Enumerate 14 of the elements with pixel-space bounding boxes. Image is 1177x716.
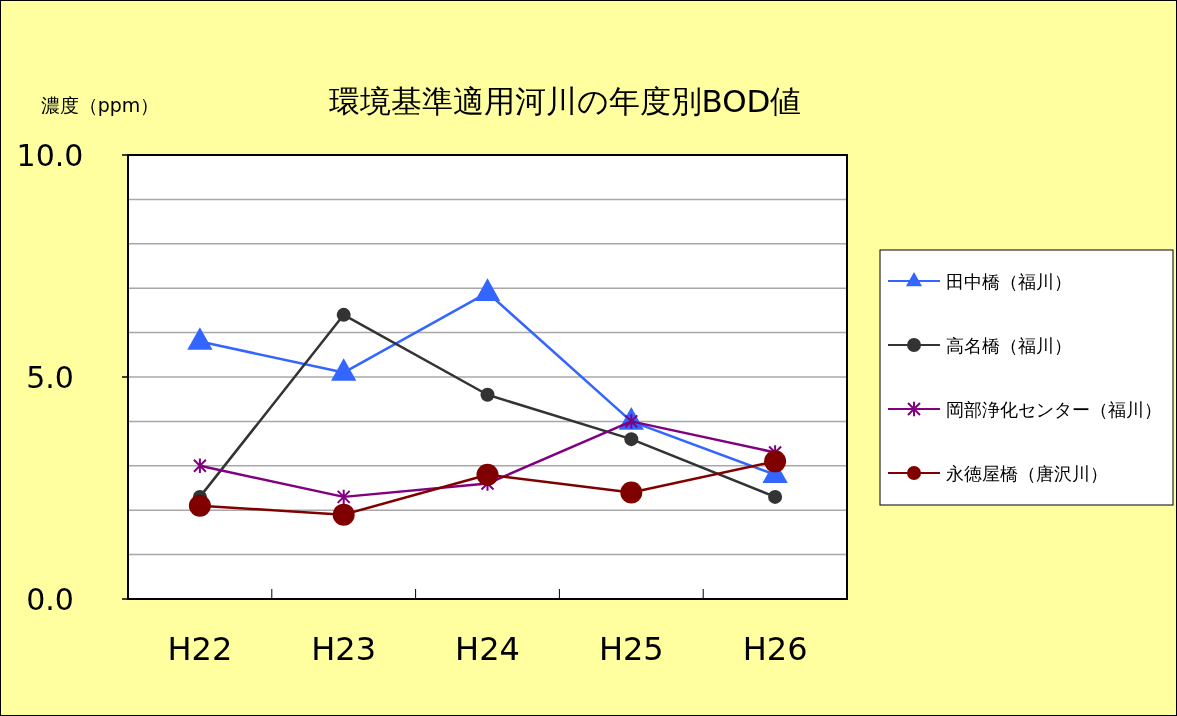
legend-label: 田中橋（福川）: [946, 271, 1072, 292]
x-tick-label: H23: [311, 630, 377, 668]
x-tick-label: H26: [742, 630, 808, 668]
x-tick-label: H24: [455, 630, 520, 668]
y-axis-title: 濃度（ppm）: [40, 94, 160, 116]
y-tick-label: 10.0: [16, 138, 84, 173]
y-tick-label: 0.0: [26, 582, 74, 617]
legend-label: 高名橋（福川）: [946, 335, 1072, 356]
legend-label: 岡部浄化センター（福川）: [946, 399, 1162, 420]
y-tick-label: 5.0: [26, 360, 74, 395]
legend-label: 永徳屋橋（唐沢川）: [946, 463, 1108, 484]
x-tick-label: H25: [598, 630, 664, 668]
x-tick-label: H22: [167, 630, 233, 668]
chart-title: 環境基準適用河川の年度別BOD値: [328, 83, 802, 119]
